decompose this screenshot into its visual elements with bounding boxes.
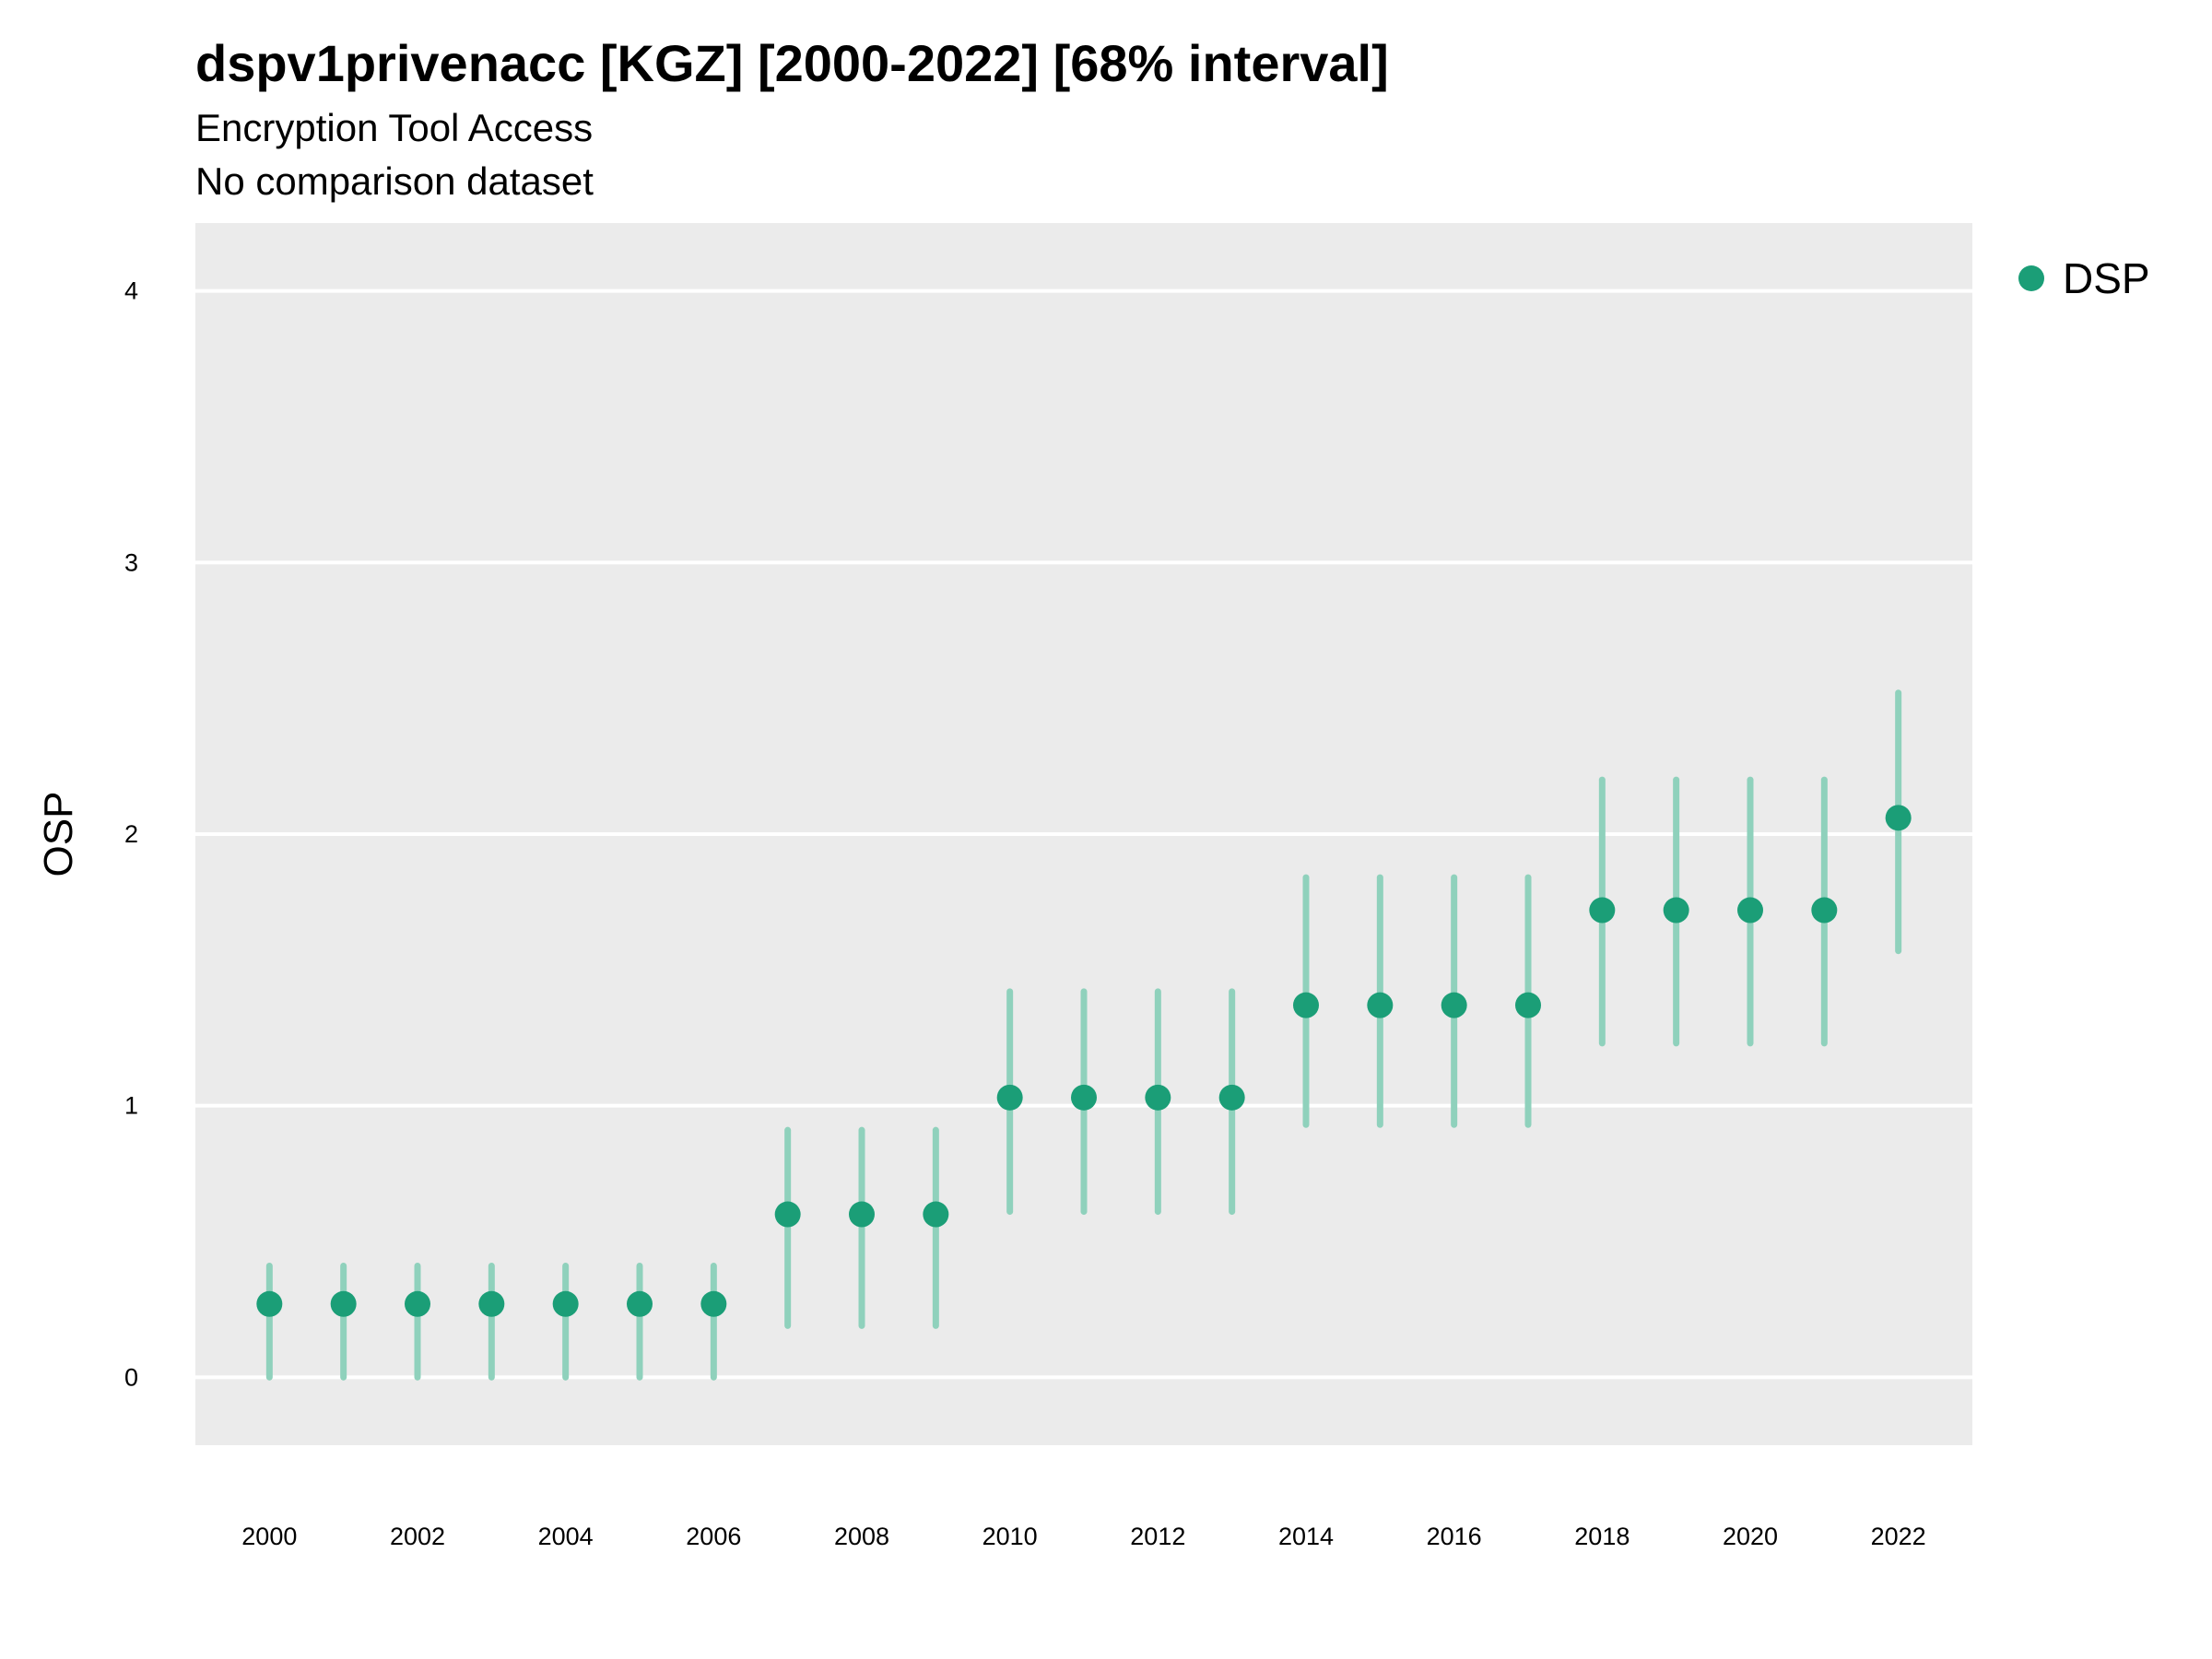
data-point-2022 [1885, 805, 1912, 831]
x-tick-label-2000: 2000 [241, 1523, 297, 1550]
legend-label: DSP [2063, 254, 2150, 302]
y-axis-ticks: 0 1 2 3 4 [124, 277, 138, 1392]
data-points [256, 805, 1912, 1317]
chart-subtitle: Encryption Tool Access [195, 106, 594, 149]
x-tick-label-2016: 2016 [1427, 1523, 1482, 1550]
data-point-2016 [1441, 992, 1467, 1018]
data-point-2005 [627, 1290, 653, 1317]
x-tick-label-2020: 2020 [1723, 1523, 1778, 1550]
x-tick-label-2002: 2002 [390, 1523, 445, 1550]
y-tick-label-0: 0 [124, 1363, 138, 1391]
data-point-2017 [1515, 992, 1541, 1018]
data-point-2004 [552, 1290, 579, 1317]
data-point-2013 [1218, 1084, 1245, 1111]
data-point-2000 [256, 1290, 283, 1317]
data-point-2001 [330, 1290, 357, 1317]
x-tick-label-2008: 2008 [834, 1523, 889, 1550]
legend-marker-icon [2018, 265, 2044, 291]
data-point-2015 [1367, 992, 1394, 1018]
x-tick-label-2014: 2014 [1278, 1523, 1334, 1550]
x-axis-ticks: 2000 2002 2004 2006 2008 2010 2012 2014 2016 2018… [241, 1523, 1925, 1550]
data-point-2007 [774, 1201, 801, 1228]
data-point-2021 [1811, 897, 1838, 924]
data-point-2018 [1589, 897, 1616, 924]
x-tick-label-2010: 2010 [982, 1523, 1038, 1550]
data-point-2008 [849, 1201, 875, 1228]
data-point-2014 [1293, 992, 1319, 1018]
y-tick-label-3: 3 [124, 548, 138, 576]
data-point-2011 [1071, 1084, 1097, 1111]
data-point-2003 [478, 1290, 505, 1317]
y-axis-title: OSP [36, 792, 81, 877]
data-point-2019 [1663, 897, 1689, 924]
x-tick-label-2022: 2022 [1871, 1523, 1926, 1550]
data-point-2006 [700, 1290, 727, 1317]
data-point-2020 [1737, 897, 1763, 924]
x-tick-label-2004: 2004 [538, 1523, 594, 1550]
x-tick-label-2018: 2018 [1574, 1523, 1630, 1550]
data-point-2010 [996, 1084, 1023, 1111]
data-point-2002 [405, 1290, 430, 1317]
y-tick-label-1: 1 [124, 1092, 138, 1120]
chart-subtitle-comparison: No comparison dataset [195, 159, 594, 203]
y-tick-label-4: 4 [124, 277, 138, 305]
x-tick-label-2006: 2006 [686, 1523, 741, 1550]
x-tick-label-2012: 2012 [1130, 1523, 1185, 1550]
chart-title: dspv1privenacc [KGZ] [2000-2022] [68% in… [195, 34, 1389, 92]
legend: DSP [2018, 254, 2150, 302]
data-point-2012 [1145, 1084, 1171, 1111]
y-tick-label-2: 2 [124, 820, 138, 848]
data-point-2009 [923, 1201, 949, 1228]
